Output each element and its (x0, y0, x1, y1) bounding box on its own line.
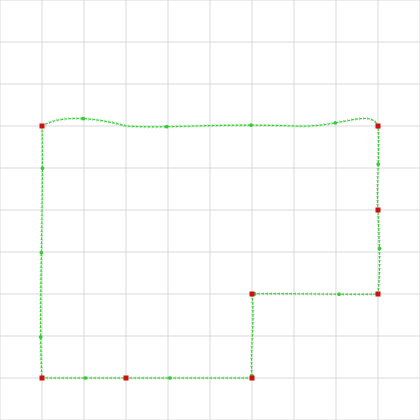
outline-tick (60, 117, 62, 122)
outline-tick (44, 122, 47, 126)
outline-tick (339, 120, 341, 124)
vertex-handle[interactable] (123, 375, 129, 381)
outline-tick (52, 119, 54, 123)
midpoint-handles[interactable] (38, 116, 382, 380)
outline-tick (373, 120, 377, 123)
outline-tick (107, 120, 110, 124)
outline-tick (370, 117, 373, 122)
outline-tick (343, 119, 345, 123)
outline-tick (111, 121, 114, 125)
vertex-handles[interactable] (39, 123, 381, 381)
outline-tick (346, 118, 349, 123)
outline-tick (115, 121, 118, 126)
midpoint-handle[interactable] (39, 250, 44, 255)
outline-tick (123, 123, 125, 128)
vertex-handle[interactable] (39, 375, 45, 381)
outline-tick (119, 122, 121, 127)
midpoint-handle[interactable] (337, 292, 341, 297)
vertex-handle[interactable] (249, 375, 255, 381)
midpoint-handle[interactable] (249, 123, 253, 127)
midpoint-handle[interactable] (168, 376, 172, 380)
outline-tick (56, 118, 58, 122)
vertex-handle[interactable] (375, 207, 381, 213)
midpoint-handle[interactable] (81, 116, 85, 121)
outline-tick (350, 118, 353, 122)
outline-tick (48, 120, 51, 125)
midpoint-handle[interactable] (376, 162, 381, 167)
midpoint-handle[interactable] (333, 121, 338, 125)
outline-tick (104, 119, 106, 123)
vertex-handle[interactable] (375, 123, 381, 129)
vertex-handle[interactable] (375, 291, 381, 297)
midpoint-handle[interactable] (38, 335, 43, 339)
midpoint-handle[interactable] (83, 376, 88, 380)
outline-tick (331, 121, 333, 126)
midpoint-handle[interactable] (40, 166, 45, 171)
midpoint-handle[interactable] (164, 124, 169, 129)
vertex-handle[interactable] (249, 291, 255, 297)
midpoint-handle[interactable] (377, 246, 382, 251)
vertex-handle[interactable] (39, 123, 45, 129)
